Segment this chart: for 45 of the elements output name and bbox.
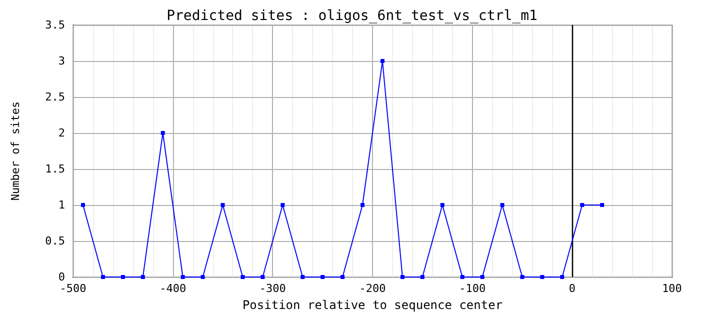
y-tick-label: 3.5: [45, 18, 65, 32]
point: [580, 203, 584, 207]
point: [340, 275, 345, 279]
y-tick-label: 2.5: [45, 90, 65, 104]
x-tick-label: -400: [160, 282, 186, 295]
y-tick-label: 3: [58, 54, 65, 68]
point: [300, 275, 305, 279]
point: [400, 275, 404, 279]
chart-title: Predicted sites : oligos_6nt_test_vs_ctrl_m1: [166, 8, 538, 24]
point: [320, 275, 325, 279]
point: [220, 203, 225, 207]
x-tick-label: 0: [568, 282, 576, 295]
y-tick-label: 0.5: [45, 234, 65, 248]
point: [380, 59, 384, 63]
point: [540, 275, 544, 279]
point: [600, 203, 604, 207]
y-tick-label: 1: [58, 198, 65, 212]
y-tick-label: 1.5: [45, 162, 65, 176]
point: [280, 203, 285, 207]
y-axis-title: Number of sites: [9, 101, 22, 201]
point: [240, 275, 245, 279]
point: [100, 275, 105, 279]
x-tick-label: -200: [359, 282, 386, 295]
point: [180, 275, 185, 279]
point: [160, 131, 165, 135]
point: [420, 275, 424, 279]
x-tick-label: 100: [662, 282, 682, 295]
y-tick-label: 2: [58, 126, 65, 140]
point: [480, 275, 484, 279]
x-tick-label: -100: [459, 282, 486, 295]
point: [360, 203, 365, 207]
x-tick-label: -300: [259, 282, 286, 295]
point: [460, 275, 464, 279]
point: [440, 203, 444, 207]
point: [500, 203, 504, 207]
y-tick-label: 0: [58, 270, 65, 284]
point: [120, 275, 125, 279]
point: [560, 275, 564, 279]
x-axis-title: Position relative to sequence center: [242, 298, 503, 312]
x-tick-label: -500: [60, 282, 86, 295]
point: [260, 275, 265, 279]
point: [200, 275, 205, 279]
point: [520, 275, 524, 279]
point: [140, 275, 145, 279]
point: [80, 203, 85, 207]
